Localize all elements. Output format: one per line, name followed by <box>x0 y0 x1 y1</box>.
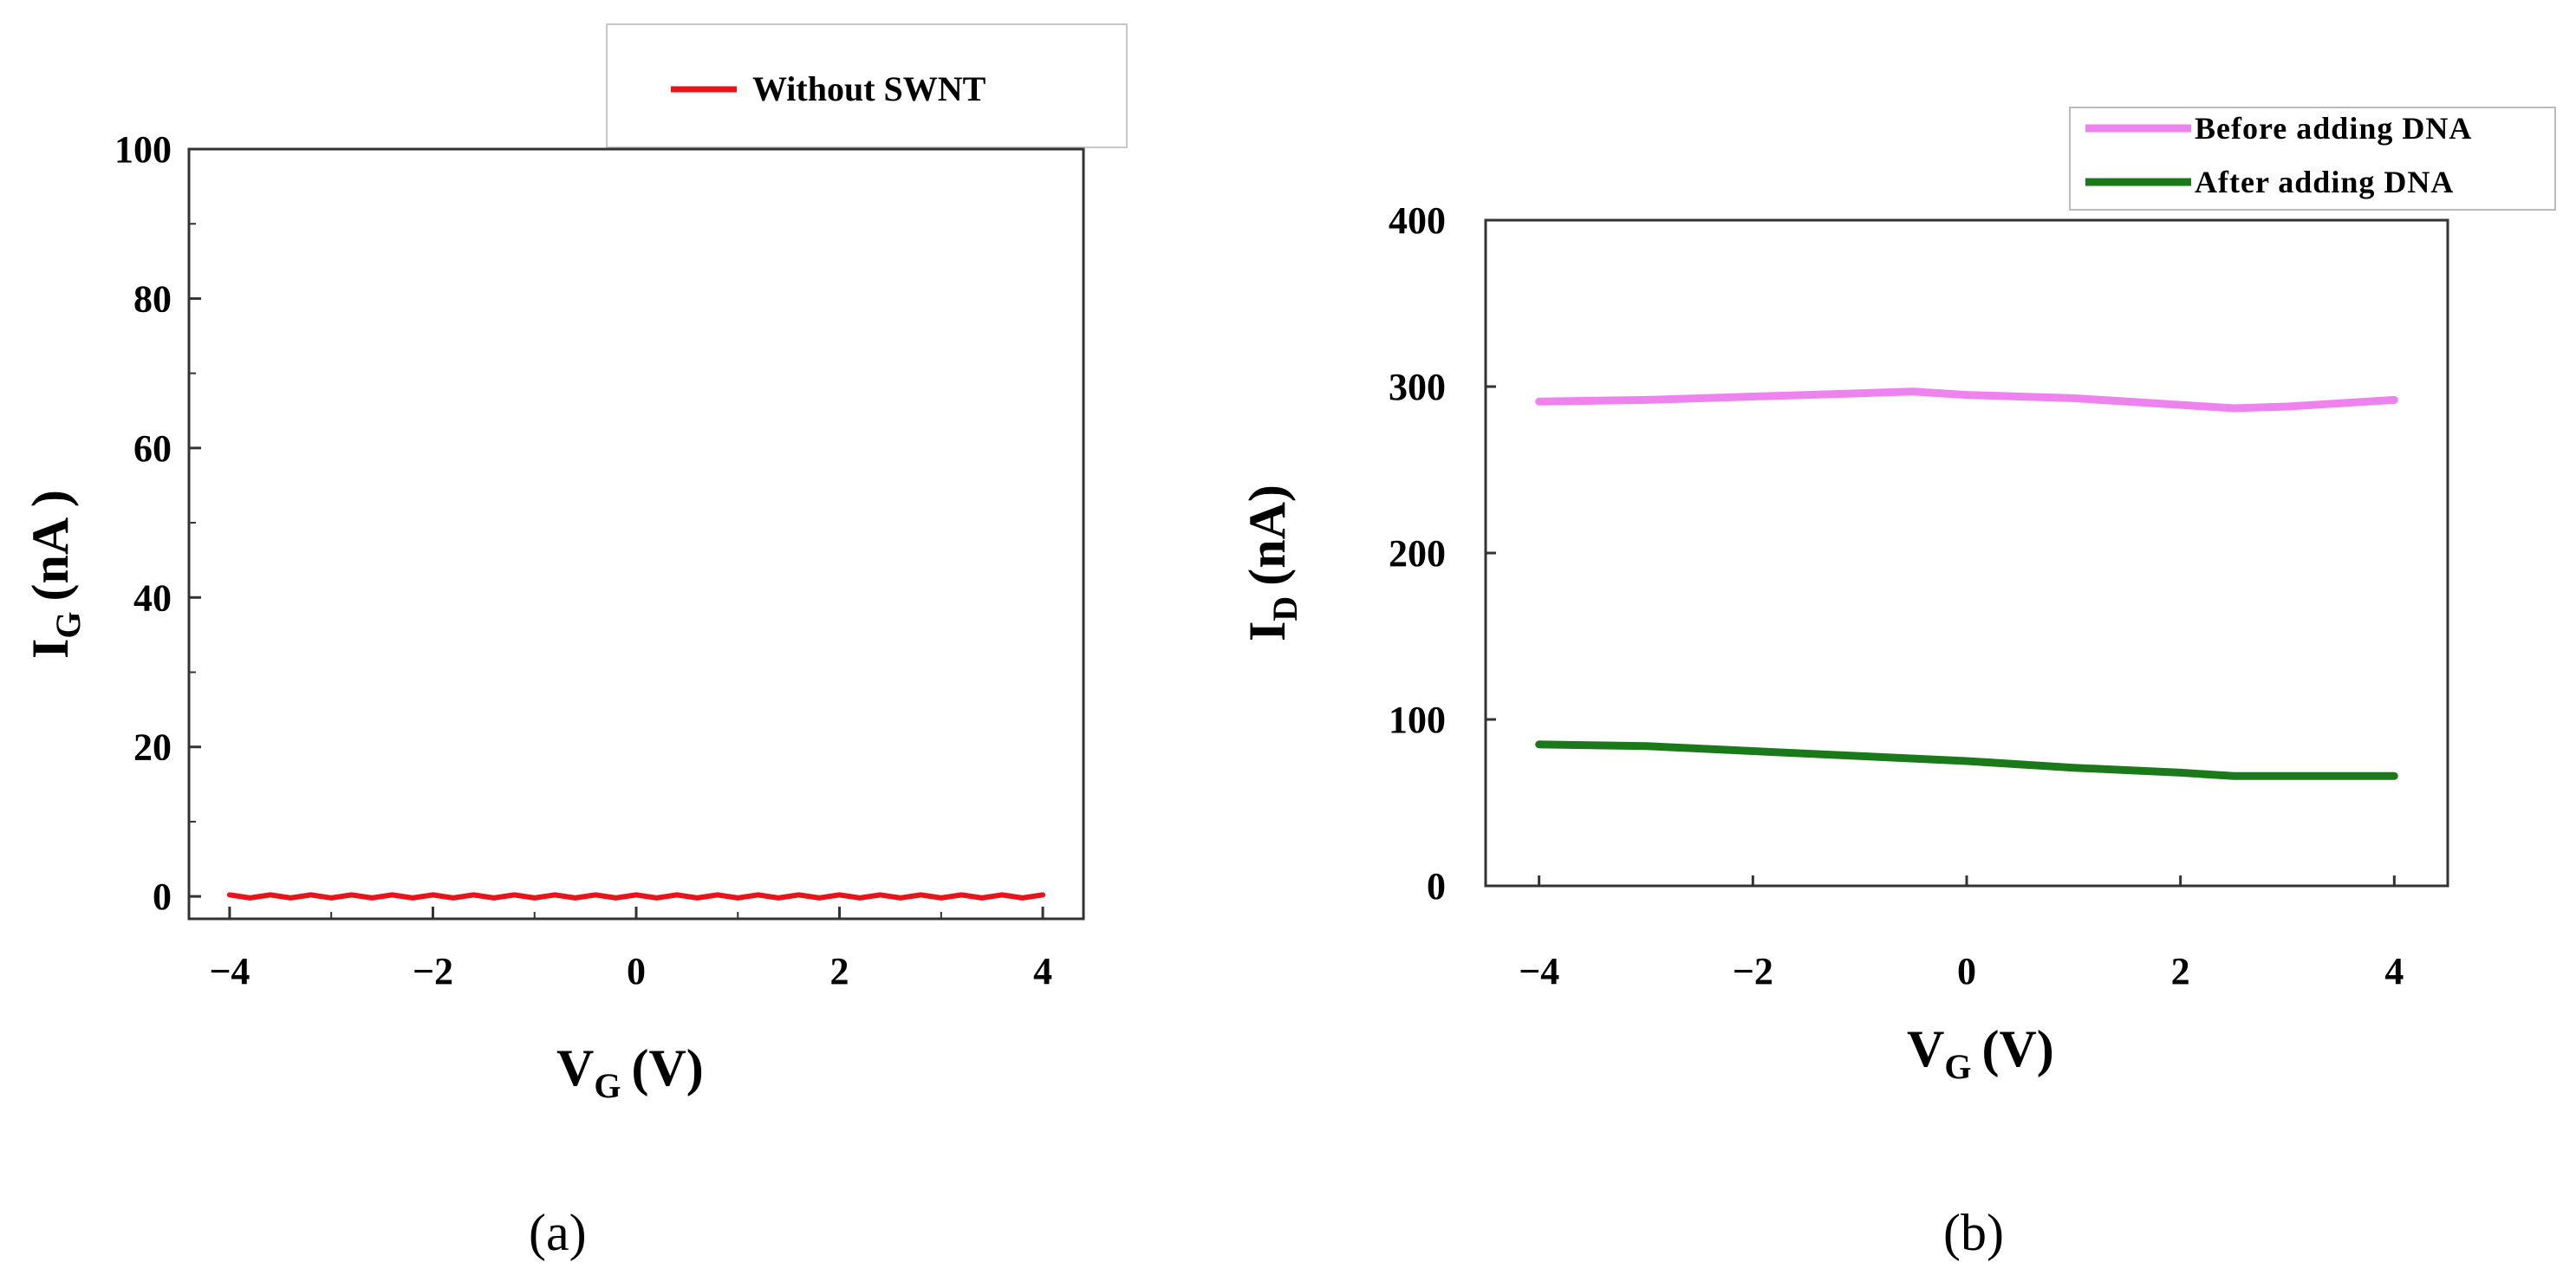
y-tick-label: 0 <box>153 875 172 918</box>
y-tick-label: 300 <box>1389 366 1446 408</box>
y-tick-label: 80 <box>133 277 172 320</box>
x-tick-label: −2 <box>413 950 453 992</box>
y-tick-label: 100 <box>114 128 172 171</box>
x-tick-label: 0 <box>1957 950 1976 992</box>
y-tick-label: 0 <box>1427 865 1446 908</box>
plot-b-y-ticks: 0 100 200 300 400 <box>1389 199 1496 908</box>
plot-a-series <box>226 892 1046 901</box>
plot-b-x-ticks: −4 −2 0 2 4 <box>1519 875 2404 992</box>
legend-a-label-without-swnt: Without SWNT <box>752 69 986 108</box>
y-tick-label: 60 <box>133 427 172 470</box>
x-tick-label: −4 <box>209 950 250 992</box>
legend-b-label-after: After adding DNA <box>2195 165 2454 199</box>
series-line-without-swnt <box>226 892 1046 901</box>
y-tick-label: 100 <box>1389 699 1446 741</box>
plot-a-xlabel: VG (V) <box>556 1039 704 1105</box>
x-tick-label: −4 <box>1519 950 1559 992</box>
series-line-after-adding-dna <box>1535 740 2398 780</box>
chart-b: Before adding DNA After adding DNA 0 100 2… <box>1239 107 2556 1261</box>
x-tick-label: 4 <box>1033 950 1052 992</box>
x-tick-label: 2 <box>830 950 849 992</box>
plot-b-ylabel: ID(nA) <box>1239 485 1304 641</box>
x-tick-label: 2 <box>2171 950 2190 992</box>
legend-a-box <box>606 23 1128 148</box>
y-tick-label: 40 <box>133 576 172 619</box>
y-tick-label: 20 <box>133 726 172 769</box>
plot-a-ylabel: IG(nA ) <box>22 490 88 659</box>
plot-a-y-ticks: 0 20 40 60 80 100 <box>114 128 201 918</box>
series-line-before-adding-dna <box>1535 387 2398 413</box>
legend-b-label-before: Before adding DNA <box>2195 111 2472 146</box>
plot-b-series <box>1535 387 2398 780</box>
x-tick-label: −2 <box>1733 950 1773 992</box>
panel-label-b: (b) <box>1943 1204 2004 1261</box>
plot-a-x-ticks: −4 −2 0 2 4 <box>209 907 1052 992</box>
x-tick-label: 4 <box>2384 950 2404 992</box>
plot-a-frame <box>187 147 1085 921</box>
y-tick-label: 200 <box>1389 532 1446 575</box>
x-tick-label: 0 <box>627 950 646 992</box>
plot-b-xlabel: VG (V) <box>1907 1020 2054 1086</box>
y-tick-label: 400 <box>1389 199 1446 242</box>
panel-label-a: (a) <box>529 1204 587 1261</box>
plot-b-frame <box>1484 218 2449 888</box>
